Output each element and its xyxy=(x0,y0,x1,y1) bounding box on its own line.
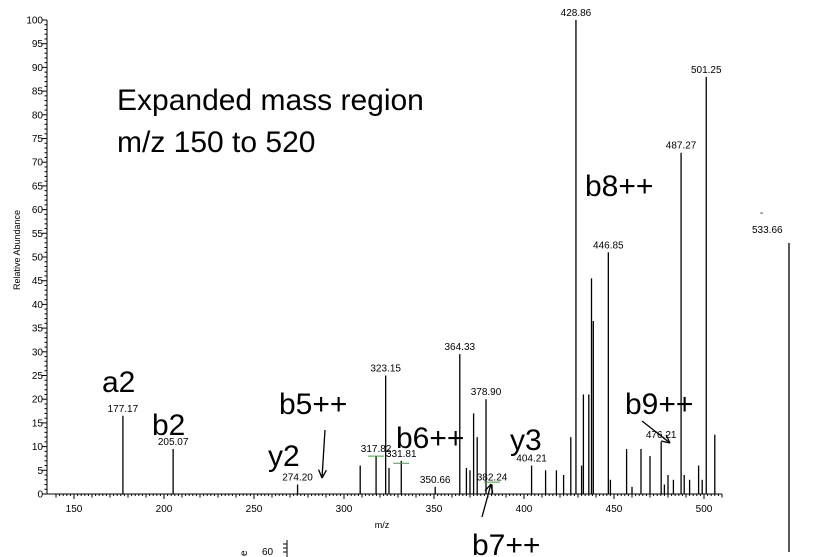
chart-title-line-1: Expanded mass region xyxy=(117,84,424,117)
x-tick-label: 500 xyxy=(696,504,713,515)
b9-arrow-head xyxy=(665,434,671,444)
y-tick-label: 40 xyxy=(32,300,44,311)
x-axis-title: m/z xyxy=(375,520,390,530)
y-tick-label: 65 xyxy=(32,181,44,192)
y-tick-label: 85 xyxy=(32,87,44,98)
x-tick-label: 250 xyxy=(246,504,263,515)
y-tick-label: 50 xyxy=(32,253,44,264)
ion-annotations: a2 b2 y2 b5++ b6++ y3 b7++ b8++ b9++ xyxy=(102,170,693,557)
peak-label: 364.33 xyxy=(444,342,475,353)
inset-fragment-tick-label: 60 xyxy=(262,547,274,557)
peak-label: 350.66 xyxy=(420,475,451,486)
peak-label: 501.25 xyxy=(691,65,722,76)
x-tick-label: 350 xyxy=(426,504,443,515)
b9-arrow xyxy=(641,420,671,444)
inset-fragment-letter: e xyxy=(239,550,250,556)
peak-label: 404.21 xyxy=(516,454,547,465)
ion-label-b9plusplus: b9++ xyxy=(625,388,693,421)
b7-arrow-head xyxy=(484,483,492,492)
y-tick-label: 30 xyxy=(32,347,44,358)
b9-arrow-shaft xyxy=(641,420,671,444)
y-tick-label: 20 xyxy=(32,395,44,406)
side-peak-label: 533.66 xyxy=(752,225,783,236)
peak-label: 476.21 xyxy=(646,430,677,441)
y-tick-label: 70 xyxy=(32,158,44,169)
b5-arrow xyxy=(317,429,327,479)
peak-label: 382.24 xyxy=(477,473,508,484)
y-tick-label: 55 xyxy=(32,229,44,240)
y-tick-label: 15 xyxy=(32,418,44,429)
side-peak-dash: - xyxy=(760,208,763,219)
y-axis-title: Relative Abundance xyxy=(12,210,22,290)
ion-label-b8plusplus: b8++ xyxy=(585,170,653,203)
ion-label-b6plusplus: b6++ xyxy=(396,422,464,455)
peak-label: 446.85 xyxy=(593,240,624,251)
peak-label: 331.81 xyxy=(386,449,417,460)
ion-label-b7plusplus: b7++ xyxy=(472,529,540,557)
b7-arrow xyxy=(481,483,494,518)
ion-label-b2: b2 xyxy=(152,409,185,442)
y-tick-label: 25 xyxy=(32,371,44,382)
x-tick-label: 150 xyxy=(66,504,83,515)
peak-label: 177.17 xyxy=(108,404,139,415)
ion-label-y3: y3 xyxy=(510,424,542,457)
ion-label-a2: a2 xyxy=(102,366,135,399)
x-axis: 150 200 250 300 350 400 450 500 xyxy=(47,493,723,515)
y-tick-label: 100 xyxy=(26,16,43,27)
b5-arrow-shaft xyxy=(321,429,326,479)
ion-label-b5plusplus: b5++ xyxy=(279,388,347,421)
y-tick-label: 75 xyxy=(32,134,44,145)
x-tick-label: 300 xyxy=(336,504,353,515)
y-axis: 0 5 10 15 20 25 30 35 40 45 50 55 60 65 70 75 80 85 90 95 10… xyxy=(26,16,48,501)
b7-arrow-shaft xyxy=(481,483,492,518)
peak-label: 323.15 xyxy=(370,364,401,375)
peak-label: 205.07 xyxy=(158,437,189,448)
ion-label-y2: y2 xyxy=(268,440,300,473)
x-tick-label: 400 xyxy=(516,504,533,515)
y-tick-label: 90 xyxy=(32,63,44,74)
peak-label: 378.90 xyxy=(471,387,502,398)
x-tick-label: 450 xyxy=(606,504,623,515)
y-tick-label: 60 xyxy=(32,205,44,216)
y-tick-label: 45 xyxy=(32,276,44,287)
peak-label: 428.86 xyxy=(561,8,592,19)
peak-labels: 177.17 205.07 274.20 317.82 323.15 331.81 350.… xyxy=(108,8,722,486)
b9-arrow-head xyxy=(661,440,671,444)
peak-series xyxy=(122,20,716,494)
chart-title-line-2: m/z 150 to 520 xyxy=(117,126,315,159)
b7-arrow-head xyxy=(490,483,494,493)
y-tick-label: 35 xyxy=(32,324,44,335)
x-tick-label: 200 xyxy=(156,504,173,515)
y-tick-label: 95 xyxy=(32,39,44,50)
y-tick-label: 0 xyxy=(37,490,43,501)
y-tick-label: 5 xyxy=(37,466,43,477)
y-tick-label: 10 xyxy=(32,442,44,453)
b5-arrow-head xyxy=(317,469,323,479)
b5-arrow-head xyxy=(321,469,327,479)
peak-label: 487.27 xyxy=(666,141,697,152)
peak-label: 317.82 xyxy=(361,444,392,455)
y-tick-label: 80 xyxy=(32,110,44,121)
peak-label: 274.20 xyxy=(282,473,313,484)
